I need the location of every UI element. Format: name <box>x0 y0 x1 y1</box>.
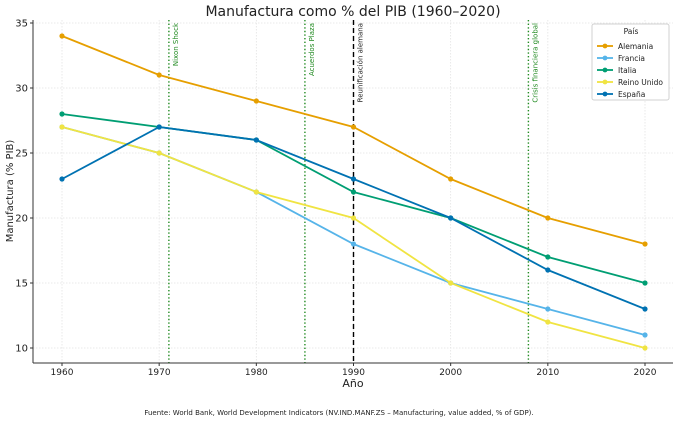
y-tick-label: 35 <box>15 19 28 30</box>
data-point <box>253 98 259 104</box>
data-point <box>59 124 65 130</box>
data-point <box>545 254 551 260</box>
legend-label: Alemania <box>618 42 653 51</box>
data-point <box>156 124 162 130</box>
data-point <box>642 345 648 351</box>
event-label: Acuerdos Plaza <box>308 23 316 76</box>
y-tick-label: 15 <box>15 279 28 290</box>
data-point <box>350 189 357 195</box>
data-point <box>253 189 259 195</box>
data-point <box>350 215 357 221</box>
legend-swatch-marker <box>602 67 608 73</box>
data-point <box>448 280 454 286</box>
legend-label: Francia <box>618 54 645 63</box>
x-axis-label: Año <box>342 377 363 390</box>
data-point <box>545 267 551 273</box>
x-tick-label: 2020 <box>634 368 657 378</box>
y-tick-label: 25 <box>15 149 28 160</box>
data-point <box>350 176 357 182</box>
footnote: Fuente: World Bank, World Development In… <box>144 409 533 417</box>
legend-label: Italia <box>618 66 637 75</box>
data-point <box>642 332 648 338</box>
x-tick-label: 1970 <box>148 368 171 378</box>
data-point <box>642 241 648 247</box>
legend: País Alemania Francia Italia Reino Unido Espa… <box>591 23 670 101</box>
legend-box <box>591 23 670 101</box>
legend-label: Reino Unido <box>618 78 663 87</box>
data-point <box>350 124 357 130</box>
data-point <box>59 33 65 39</box>
legend-swatch-marker <box>602 43 608 49</box>
data-point <box>350 241 357 247</box>
y-tick-label: 30 <box>15 84 28 95</box>
data-point <box>448 215 454 221</box>
event-label: Crisis financiera global <box>531 23 539 103</box>
x-tick-label: 2010 <box>536 368 559 378</box>
event-label: Reunificación alemana <box>357 23 365 102</box>
event-label: Nixon Shock <box>172 22 180 66</box>
data-point <box>545 319 551 325</box>
data-point <box>545 306 551 312</box>
data-point <box>545 215 551 221</box>
data-point <box>156 150 162 156</box>
data-point <box>253 137 259 143</box>
legend-swatch-marker <box>602 55 608 61</box>
legend-swatch-marker <box>602 91 608 97</box>
y-tick-label: 20 <box>15 214 28 225</box>
legend-swatch-marker <box>602 79 608 85</box>
chart-title: Manufactura como % del PIB (1960–2020) <box>205 4 500 20</box>
x-tick-label: 1990 <box>342 368 365 378</box>
series-lines <box>59 33 648 351</box>
y-tick-label: 10 <box>15 344 28 355</box>
legend-label: España <box>618 90 645 99</box>
data-point <box>59 176 65 182</box>
legend-title: País <box>624 27 639 36</box>
axes: 1960 1970 1980 1990 2000 2010 2020 10 15 20 25 30 35 <box>15 19 673 378</box>
x-tick-label: 2000 <box>439 368 462 378</box>
data-point <box>156 72 162 78</box>
data-point <box>59 111 65 117</box>
data-point <box>642 306 648 312</box>
x-tick-label: 1960 <box>51 368 74 378</box>
x-tick-label: 1980 <box>245 368 268 378</box>
data-point <box>448 176 454 182</box>
data-point <box>642 280 648 286</box>
y-axis-label: Manufactura (% PIB) <box>5 140 16 243</box>
